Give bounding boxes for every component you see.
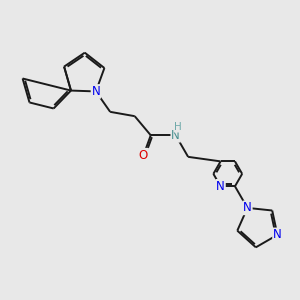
Text: N: N (273, 228, 282, 242)
Text: H: H (174, 122, 182, 132)
Text: N: N (243, 201, 252, 214)
Text: N: N (216, 180, 225, 193)
Text: O: O (139, 149, 148, 162)
Text: N: N (171, 129, 180, 142)
Text: N: N (92, 85, 100, 98)
